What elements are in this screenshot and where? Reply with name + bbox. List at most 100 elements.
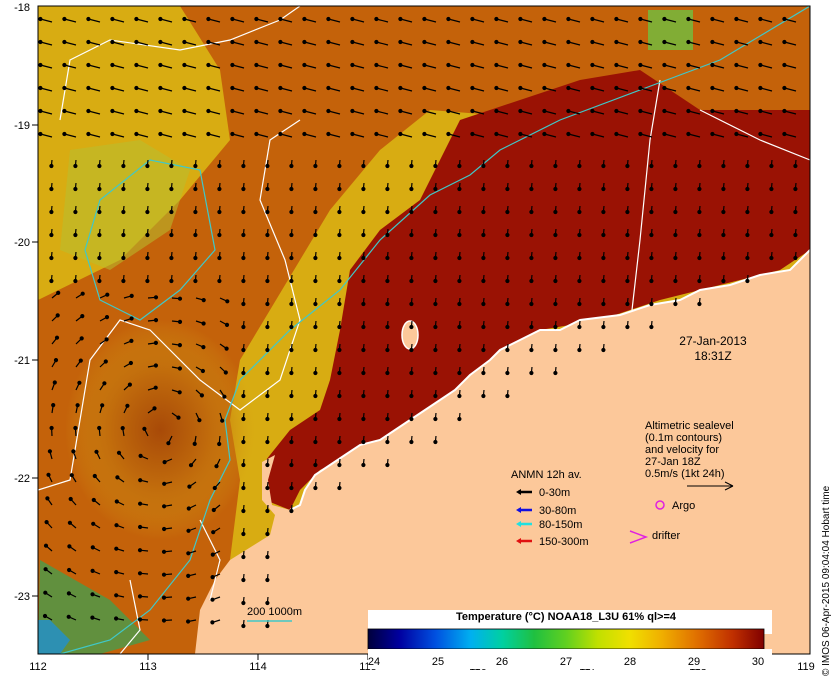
velocity-arrow-head	[302, 39, 307, 45]
velocity-arrow-head	[278, 108, 283, 114]
velocity-arrow-head	[241, 209, 246, 215]
velocity-arrow-head	[241, 301, 246, 307]
velocity-arrow-head	[361, 393, 366, 399]
velocity-arrow-head	[745, 232, 750, 238]
x-tick-label: 113	[139, 661, 157, 673]
colorbar-tick: 27	[560, 656, 572, 668]
velocity-arrow-head	[289, 301, 294, 307]
velocity-arrow-head	[745, 209, 750, 215]
velocity-arrow-head	[265, 347, 270, 353]
velocity-arrow-head	[769, 255, 774, 261]
velocity-arrow-head	[224, 346, 229, 351]
velocity-arrow-head	[494, 85, 499, 91]
velocity-arrow-head	[169, 232, 174, 238]
velocity-arrow-head	[601, 324, 606, 330]
velocity-arrow-head	[289, 462, 294, 468]
argo-circle-icon	[655, 500, 665, 510]
velocity-arrow-head	[104, 337, 109, 342]
velocity-arrow-head	[313, 209, 318, 215]
velocity-arrow-head	[614, 16, 619, 22]
velocity-arrow-head	[265, 301, 270, 307]
velocity-arrow-head	[127, 382, 132, 387]
velocity-arrow-head	[649, 301, 654, 307]
velocity-arrow-head	[62, 62, 67, 68]
velocity-arrow-head	[313, 439, 318, 445]
velocity-arrow-head	[206, 108, 211, 114]
velocity-arrow-head	[337, 278, 342, 284]
velocity-arrow-head	[769, 232, 774, 238]
velocity-arrow-head	[326, 131, 331, 137]
velocity-arrow-head	[241, 554, 246, 560]
velocity-arrow-head	[721, 209, 726, 215]
velocity-arrow-head	[313, 462, 318, 468]
velocity-arrow-head	[721, 186, 726, 192]
velocity-arrow-head	[265, 416, 270, 422]
velocity-arrow-head	[481, 370, 486, 376]
velocity-arrow-head	[385, 370, 390, 376]
legend-label: 0-30m	[539, 487, 570, 499]
velocity-arrow-head	[409, 370, 414, 376]
velocity-arrow-head	[114, 569, 119, 575]
velocity-arrow-head	[210, 620, 215, 625]
velocity-arrow-head	[177, 319, 183, 324]
velocity-arrow-head	[110, 131, 115, 137]
velocity-arrow-head	[265, 600, 270, 606]
velocity-arrow-head	[577, 209, 582, 215]
velocity-arrow-head	[697, 232, 702, 238]
velocity-arrow-head	[80, 314, 85, 319]
velocity-arrow-head	[529, 186, 534, 192]
velocity-arrow-head	[553, 163, 558, 169]
velocity-arrow-head	[494, 62, 499, 68]
y-tick-label: -23	[14, 591, 30, 603]
velocity-arrow-head	[241, 600, 246, 606]
velocity-arrow-head	[337, 209, 342, 215]
velocity-arrow-head	[350, 39, 355, 45]
velocity-arrow-head	[86, 108, 91, 114]
velocity-arrow-head	[53, 358, 59, 363]
velocity-arrows	[38, 16, 798, 629]
velocity-arrow-head	[134, 16, 139, 22]
velocity-arrow-head	[697, 209, 702, 215]
velocity-arrow-head	[758, 85, 763, 91]
velocity-arrow-head	[601, 232, 606, 238]
velocity-arrow-head	[697, 278, 702, 284]
velocity-arrow-head	[73, 278, 78, 284]
velocity-arrow-head	[210, 552, 215, 557]
velocity-arrow-head	[241, 531, 246, 537]
velocity-arrow-head	[187, 484, 192, 489]
velocity-arrow-head	[230, 85, 235, 91]
velocity-arrow-head	[138, 478, 143, 483]
velocity-arrow-head	[86, 85, 91, 91]
velocity-arrow-head	[734, 62, 739, 68]
velocity-arrow-head	[446, 108, 451, 114]
velocity-arrow-head	[241, 163, 246, 169]
velocity-arrow-head	[542, 16, 547, 22]
velocity-arrow-head	[80, 291, 85, 296]
velocity-arrow-head	[86, 39, 91, 45]
y-tick-label: -22	[14, 473, 30, 485]
velocity-arrow-head	[433, 439, 438, 445]
velocity-arrow-head	[97, 278, 102, 284]
velocity-arrow-head	[241, 370, 246, 376]
velocity-arrow-head	[91, 521, 96, 526]
altimetry-line: (0.1m contours)	[645, 432, 722, 444]
y-tick-label: -19	[14, 120, 30, 132]
velocity-arrow-head	[134, 85, 139, 91]
velocity-arrow-head	[90, 545, 95, 550]
velocity-arrow-head	[662, 16, 667, 22]
velocity-arrow-head	[433, 416, 438, 422]
velocity-arrow-head	[103, 359, 108, 364]
velocity-arrow-head	[241, 324, 246, 330]
velocity-arrow-head	[505, 232, 510, 238]
velocity-arrow-head	[638, 62, 643, 68]
velocity-arrow-head	[193, 209, 198, 215]
velocity-arrow-head	[161, 549, 167, 554]
y-tick-label: -21	[14, 355, 30, 367]
velocity-arrow-head	[673, 301, 678, 307]
velocity-arrow-head	[793, 186, 798, 192]
velocity-arrow-head	[161, 572, 167, 577]
velocity-arrow-head	[686, 131, 691, 137]
legend-label: 30-80m	[539, 505, 576, 517]
velocity-arrow-head	[177, 343, 182, 348]
velocity-arrow-head	[220, 418, 225, 423]
